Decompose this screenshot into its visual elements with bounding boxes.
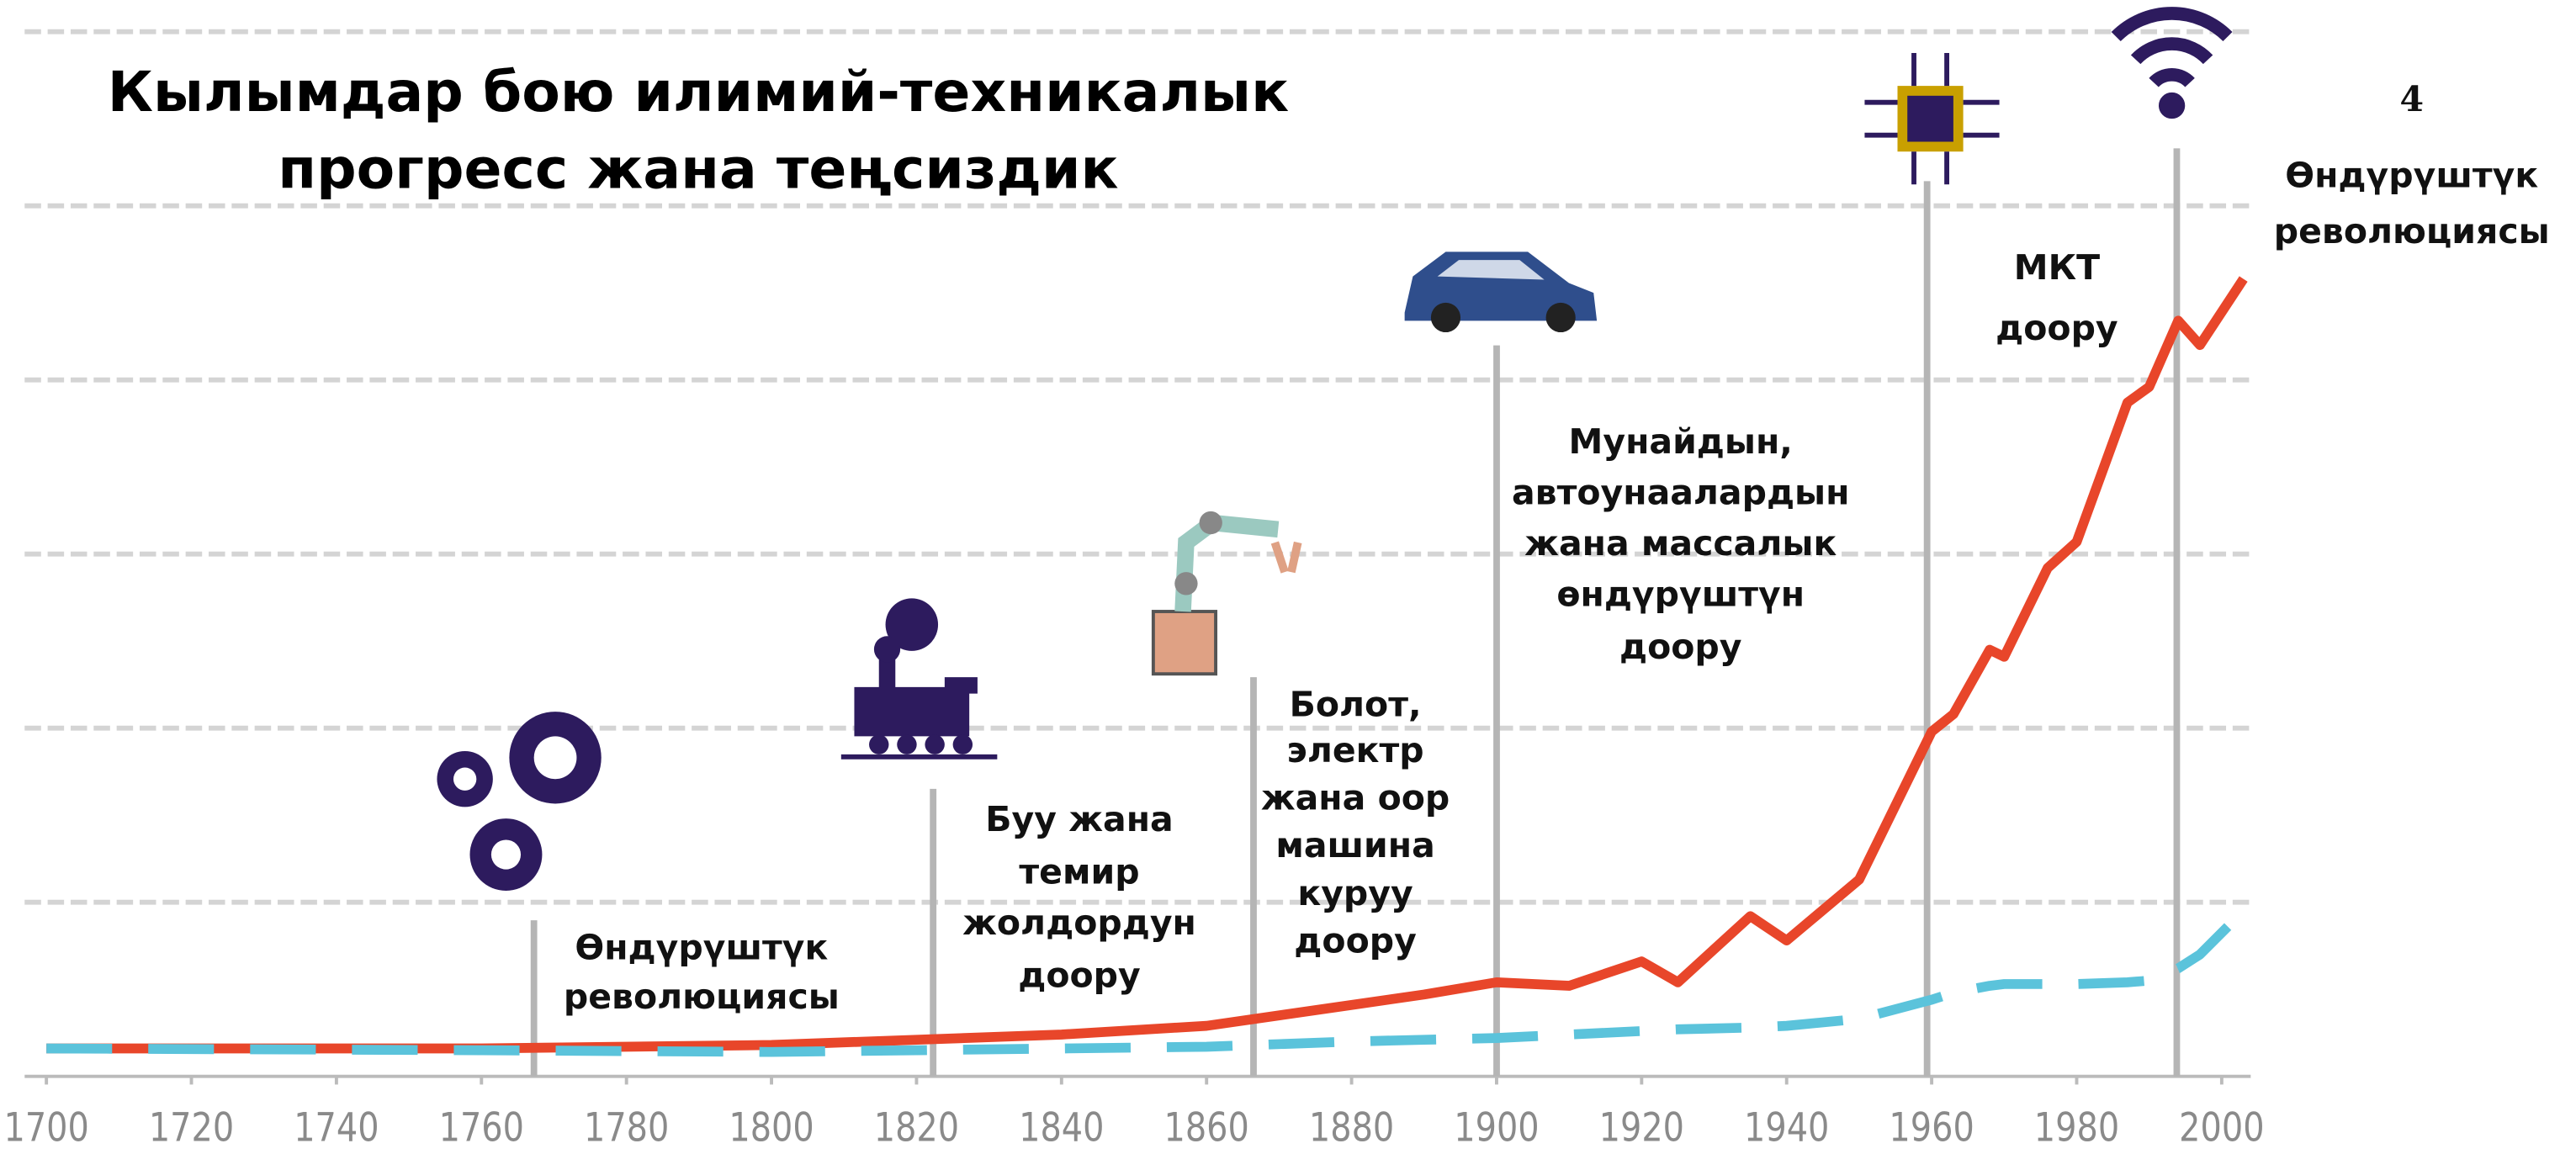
x-tick-label: 1800 [729,1105,814,1151]
x-tick-label: 1740 [294,1105,379,1151]
annotation: Болот, [1290,684,1422,724]
x-tick-label: 1840 [1019,1105,1104,1151]
wifi-icon [2116,13,2228,112]
robot-arm-icon [1153,511,1298,674]
annotation: Буу жана [985,799,1173,839]
x-tick-label: 1920 [1599,1105,1684,1151]
x-tick-label: 1940 [1744,1105,1829,1151]
chart-title: прогресс жана теңсиздик [278,136,1118,202]
annotation: автоунаалардын [1512,472,1850,512]
x-tick-label: 1780 [584,1105,669,1151]
annotation: жана массалык [1524,523,1837,564]
x-tick-label: 1720 [149,1105,234,1151]
chart: 1700 1720 1740 1760 1780 1800 1820 1840 1860 1880… [0,0,2576,1154]
x-tick-label: 1860 [1164,1105,1249,1151]
annotation: темир [1019,851,1139,892]
x-tick-label: 1820 [874,1105,959,1151]
x-tick-label: 1900 [1454,1105,1539,1151]
x-tick-label: 2000 [2179,1105,2264,1151]
annotation: жолдордун [962,903,1196,943]
annotation: 4 [2399,79,2424,119]
annotation: жана оор [1261,778,1450,818]
annotation: доору [1018,955,1141,995]
chip-icon [1864,53,1999,184]
annotation: доору [1294,920,1417,961]
annotation: куруу [1297,873,1413,913]
chart-title: Кылымдар бою илимий-техникалык [108,59,1289,124]
annotation: доору [1996,308,2118,348]
annotation: Өндүрүштүк [575,927,828,967]
annotation: Мунайдын, [1569,421,1793,462]
annotation: электр [1287,730,1424,770]
x-tick-label: 1880 [1309,1105,1394,1151]
car-icon [1405,251,1597,332]
train-icon [841,598,998,759]
x-tick-label: 1960 [1889,1105,1974,1151]
x-tick-label: 1980 [2034,1105,2119,1151]
annotation: революциясы [2274,211,2550,251]
annotations: Өндүрүштүк революциясы Буу жана темир жо… [564,79,2550,1017]
annotation: доору [1619,627,1742,667]
x-tick-label: 1700 [3,1105,88,1151]
annotation: революциясы [564,977,840,1017]
gears-icon [437,712,601,891]
x-tick-label: 1760 [439,1105,524,1151]
annotation: МКТ [2014,247,2100,288]
annotation: өндүрүштүн [1556,574,1805,614]
annotation: машина [1275,825,1434,866]
annotation: Өндүрүштүк [2285,155,2538,195]
